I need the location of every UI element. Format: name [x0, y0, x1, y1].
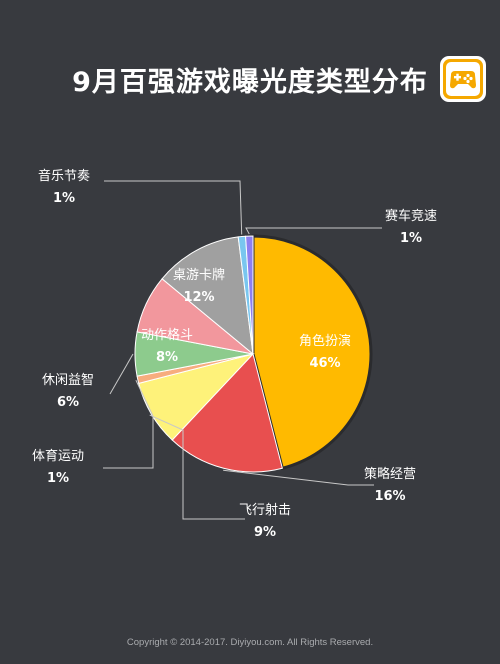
slice-value-8: 1%	[53, 191, 75, 206]
leader-line-2	[223, 469, 374, 486]
leader-line-9	[245, 227, 382, 235]
slice-labels: 角色扮演 46% 策略经营 16% 飞行射击 9% 体育运动 1% 休闲益智 6% 动作格斗 8% 桌游…	[32, 168, 437, 540]
pie-slice-7	[161, 236, 254, 356]
slice-label-2: 策略经营	[364, 466, 416, 482]
slice-label-5: 休闲益智	[42, 373, 94, 388]
slice-label-4: 体育运动	[32, 448, 84, 464]
slice-value-9: 1%	[400, 231, 422, 246]
pie-slice-2	[171, 352, 283, 473]
slice-label-3: 飞行射击	[239, 502, 291, 518]
leader-line-8	[104, 180, 243, 235]
slice-label-8: 音乐节奏	[38, 168, 90, 184]
slice-label-1: 角色扮演	[299, 333, 351, 349]
gamepad-icon	[440, 56, 486, 102]
slice-value-1: 46%	[309, 356, 340, 371]
slice-value-2: 16%	[374, 489, 405, 504]
pie-slice-9	[245, 235, 254, 355]
slice-value-7: 12%	[183, 290, 214, 305]
page-title: 9月百强游戏曝光度类型分布	[72, 67, 428, 98]
slice-label-6: 动作格斗	[141, 327, 193, 343]
leader-line-5	[109, 353, 134, 395]
slice-value-3: 9%	[254, 525, 276, 540]
slice-value-6: 8%	[156, 350, 178, 365]
slice-value-4: 1%	[47, 471, 69, 486]
slice-label-9: 赛车竞速	[385, 208, 437, 224]
slice-label-7: 桌游卡牌	[173, 267, 225, 283]
leader-lines	[103, 180, 382, 520]
pie-slice-1	[251, 234, 373, 471]
footer-copyright: Copyright © 2014-2017. Diyiyou.com. All …	[126, 637, 374, 648]
leader-line-3	[149, 414, 245, 520]
pie-slices	[134, 234, 373, 473]
leader-line-4	[103, 379, 154, 469]
slice-value-5: 6%	[57, 395, 79, 410]
